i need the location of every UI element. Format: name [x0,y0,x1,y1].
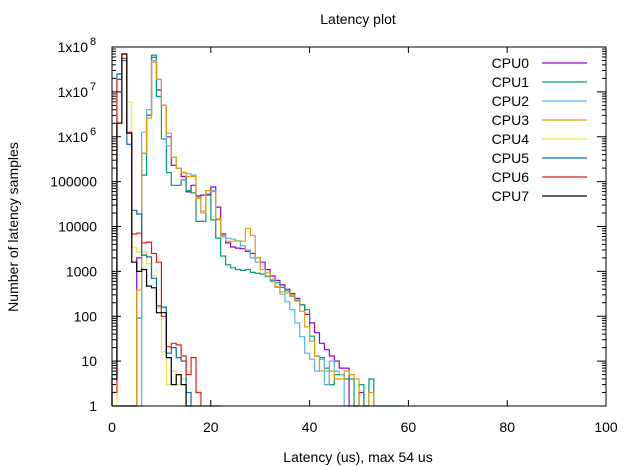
legend-entry-cpu6: CPU6 [492,169,587,185]
legend-label: CPU4 [492,131,530,147]
y-tick-label: 1x10 [58,84,89,100]
legend-entry-cpu1: CPU1 [492,74,587,90]
y-tick-exponent: 8 [90,36,96,48]
legend-label: CPU5 [492,150,530,166]
legend-entry-cpu0: CPU0 [492,55,587,71]
y-tick-exponent: 6 [90,126,96,138]
series-cpu3-line [112,61,375,407]
y-tick-label: 10 [81,353,97,369]
legend-entry-cpu3: CPU3 [492,112,587,128]
y-tick-label: 10000 [58,219,97,235]
x-tick-label: 0 [108,419,116,435]
legend-entry-cpu2: CPU2 [492,93,587,109]
y-tick-label: 1 [89,398,97,414]
y-tick-label: 1000 [66,263,97,279]
series-cpu2-line [112,59,350,407]
legend-label: CPU6 [492,169,530,185]
y-tick-label: 100 [74,308,98,324]
x-tick-label: 60 [401,419,417,435]
x-tick-label: 20 [203,419,219,435]
legend-entry-cpu4: CPU4 [492,131,587,147]
x-tick-label: 80 [499,419,515,435]
legend-label: CPU0 [492,55,530,71]
x-axis-label: Latency (us), max 54 us [283,449,432,465]
series-layer [111,53,404,407]
legend-label: CPU7 [492,188,530,204]
legend-label: CPU1 [492,74,530,90]
x-tick-label: 40 [302,419,318,435]
series-cpu6-line [111,57,202,406]
series-cpu4-line [112,53,196,407]
legend-entry-cpu7: CPU7 [492,188,587,204]
plot-frame [111,46,607,407]
y-axis-label: Number of latency samples [5,142,21,312]
legend-label: CPU3 [492,112,530,128]
x-tick-label: 100 [594,419,618,435]
y-tick-label: 100000 [50,174,97,190]
chart-title: Latency plot [320,11,396,27]
y-tick-exponent: 7 [90,81,96,93]
y-tick-label: 1x10 [58,39,89,55]
series-cpu1-line [112,54,404,407]
series-cpu7-line [111,53,192,407]
y-tick-label: 1x10 [58,129,89,145]
legend-label: CPU2 [492,93,530,109]
legend: CPU0 CPU1 CPU2 CPU3 CPU4 CPU5 CPU6 CPU7 [492,55,587,204]
legend-entry-cpu5: CPU5 [492,150,587,166]
